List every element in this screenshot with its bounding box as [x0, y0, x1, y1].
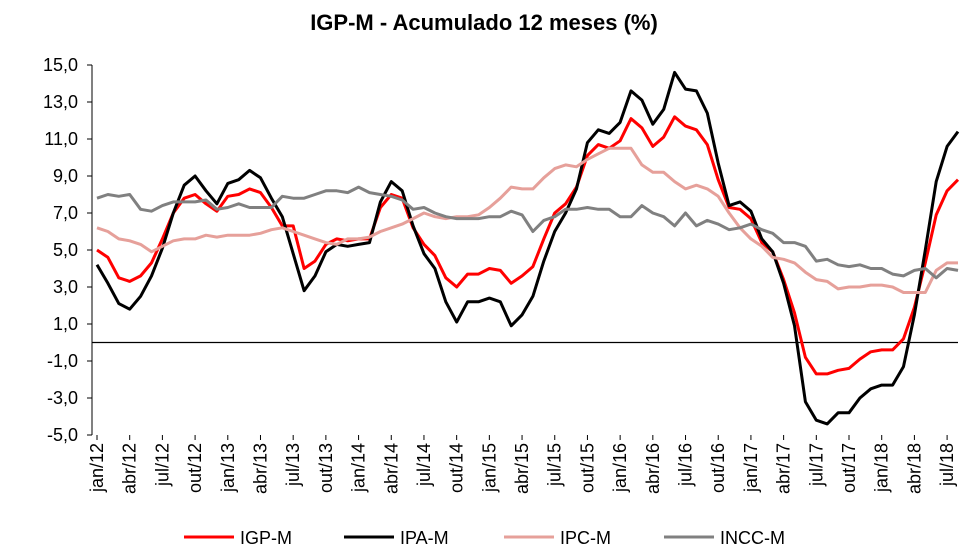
x-tick-label: jan/13: [218, 443, 238, 493]
x-tick-label: out/12: [185, 443, 205, 493]
x-tick-label: out/14: [447, 443, 467, 493]
y-tick-label: 13,0: [43, 92, 78, 112]
x-tick-label: jan/12: [87, 443, 107, 493]
x-tick-label: out/13: [316, 443, 336, 493]
legend-label: IGP-M: [240, 528, 292, 548]
x-tick-label: jul/14: [414, 443, 434, 487]
x-tick-label: jul/15: [545, 443, 565, 487]
x-tick-label: jul/16: [676, 443, 696, 487]
chart-title: IGP-M - Acumulado 12 meses (%): [310, 10, 658, 35]
x-tick-label: jul/17: [806, 443, 826, 487]
y-tick-label: 3,0: [53, 277, 78, 297]
x-tick-label: jan/16: [610, 443, 630, 493]
y-tick-label: 5,0: [53, 240, 78, 260]
x-tick-label: jan/18: [872, 443, 892, 493]
x-tick-label: abr/18: [904, 443, 924, 494]
series-line: [96, 185, 959, 280]
x-tick-label: abr/17: [774, 443, 794, 494]
y-tick-label: 11,0: [44, 129, 78, 149]
series-line: [95, 70, 960, 426]
legend-label: INCC-M: [720, 528, 785, 548]
y-tick-label: -3,0: [47, 388, 78, 408]
y-tick-label: 7,0: [53, 203, 78, 223]
y-tick-label: 9,0: [53, 166, 78, 186]
legend-label: IPA-M: [400, 528, 449, 548]
series-line: [96, 146, 958, 294]
x-tick-label: abr/13: [250, 443, 270, 494]
x-tick-label: jul/13: [283, 443, 303, 487]
x-tick-label: abr/16: [643, 443, 663, 494]
x-tick-label: out/15: [577, 443, 597, 493]
legend-label: IPC-M: [560, 528, 611, 548]
x-tick-label: jan/14: [349, 443, 369, 493]
y-tick-label: 1,0: [53, 314, 78, 334]
x-tick-label: abr/12: [120, 443, 140, 494]
x-tick-label: abr/15: [512, 443, 532, 494]
y-tick-label: 15,0: [43, 55, 78, 75]
series-line: [96, 115, 960, 376]
x-tick-label: abr/14: [381, 443, 401, 494]
y-tick-label: -5,0: [47, 425, 78, 445]
x-tick-label: out/17: [839, 443, 859, 493]
x-tick-label: jul/12: [152, 443, 172, 487]
y-tick-label: -1,0: [47, 351, 78, 371]
x-tick-label: jul/18: [937, 443, 957, 487]
x-tick-label: out/16: [708, 443, 728, 493]
x-tick-label: jan/17: [741, 443, 761, 493]
x-tick-label: jan/15: [479, 443, 499, 493]
